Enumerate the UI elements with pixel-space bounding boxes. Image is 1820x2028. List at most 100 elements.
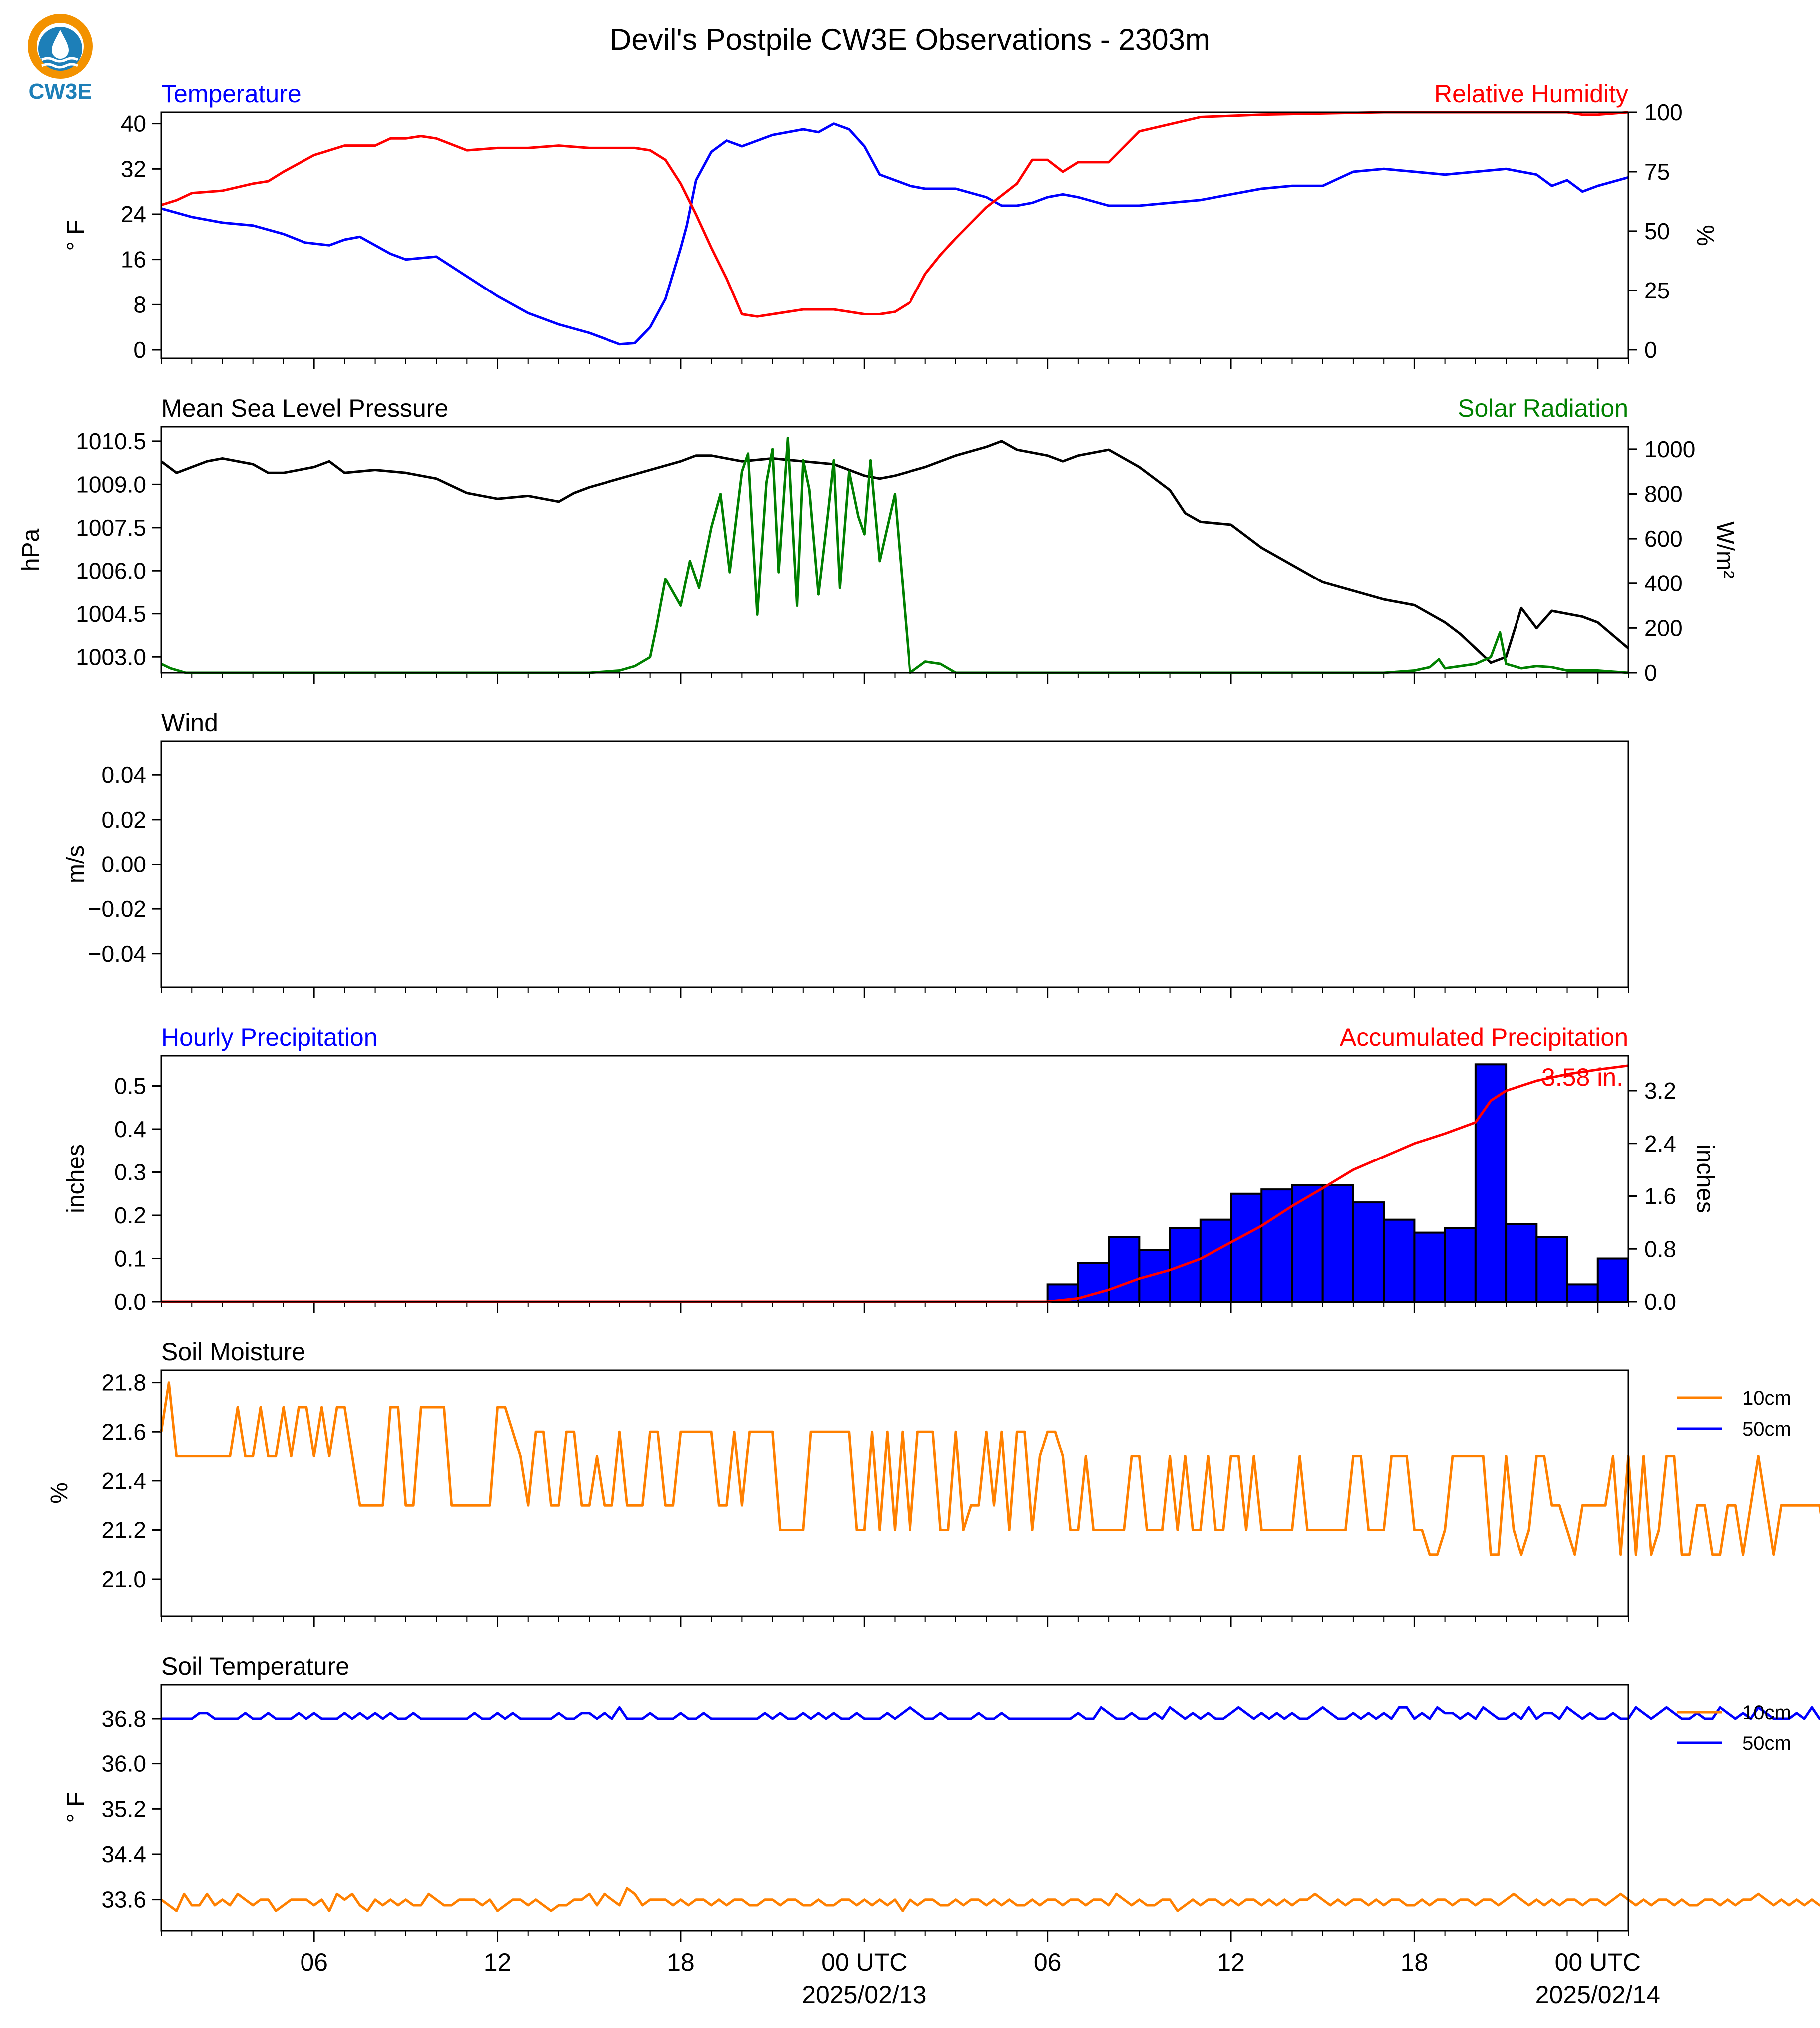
y-tick-label: 21.4 (101, 1468, 146, 1494)
cw3e-logo: CW3E (28, 14, 93, 104)
precip-bar (1566, 1283, 1599, 1303)
y-tick-label: 34.4 (101, 1841, 146, 1867)
y2-tick-label: 50 (1644, 218, 1670, 244)
panel-frame (160, 426, 1629, 674)
precip-bar (1321, 1184, 1354, 1303)
y-tick-label: 21.6 (101, 1419, 146, 1445)
y-tick-label: 0.1 (114, 1246, 146, 1272)
x-date-label: 2025/02/14 (1535, 1981, 1660, 2009)
y2-tick-label: 75 (1644, 159, 1670, 185)
y-tick-label: 21.2 (101, 1517, 146, 1543)
y2-tick-label: 0 (1644, 660, 1657, 686)
y-axis-label: hPa (18, 528, 44, 571)
panel-title-left: Hourly Precipitation (161, 1023, 378, 1051)
x-tick-label: 18 (667, 1948, 695, 1976)
y-tick-label: 32 (121, 156, 146, 182)
y2-tick-label: 800 (1644, 481, 1683, 507)
y2-axis-label: inches (1692, 1144, 1718, 1213)
panel-frame (160, 1055, 1629, 1303)
y-tick-label: 35.2 (101, 1796, 146, 1822)
panel-frame (160, 111, 1629, 359)
precip-bar (1596, 1257, 1629, 1303)
y-tick-label: 0.3 (114, 1159, 146, 1185)
y-tick-label: −0.02 (88, 896, 146, 922)
y-tick-label: 16 (121, 247, 146, 273)
y2-tick-label: 1.6 (1644, 1183, 1676, 1209)
precip-bar (1383, 1218, 1416, 1303)
y2-tick-label: 0 (1644, 337, 1657, 363)
y2-tick-label: 400 (1644, 571, 1683, 596)
panel-title-left: Mean Sea Level Pressure (161, 394, 448, 422)
y2-tick-label: 0.0 (1644, 1289, 1676, 1315)
precip-bar (1291, 1184, 1324, 1303)
x-tick-label: 00 UTC (821, 1948, 907, 1976)
y-tick-label: 1007.5 (76, 515, 146, 541)
panels: Temperature Relative Humidity081624324002… (18, 80, 1820, 2009)
y-tick-label: 21.0 (101, 1566, 146, 1592)
y-axis-label: ° F (63, 220, 89, 251)
y-tick-label: 36.8 (101, 1706, 146, 1732)
accumulated-total-label: 3.58 in. (1541, 1063, 1623, 1091)
y-tick-label: 40 (121, 111, 146, 137)
x-tick-label: 06 (300, 1948, 328, 1976)
y-tick-label: 0 (133, 337, 146, 363)
precip-bar (1108, 1236, 1141, 1303)
y-axis-label: ° F (63, 1792, 89, 1823)
y2-tick-label: 2.4 (1644, 1131, 1676, 1157)
legend-label: 50cm (1742, 1733, 1791, 1754)
precip-bar (1260, 1188, 1293, 1303)
y2-tick-label: 200 (1644, 615, 1683, 641)
y2-tick-label: 100 (1644, 99, 1683, 125)
precip-bar (1199, 1218, 1232, 1303)
precip-bar (1535, 1236, 1568, 1303)
panel-title-right: Solar Radiation (1458, 394, 1628, 422)
precip-bar (1138, 1249, 1171, 1303)
x-tick-label: 18 (1401, 1948, 1429, 1976)
precip-bar (1474, 1063, 1508, 1303)
legend-label: 10cm (1742, 1702, 1791, 1724)
y-tick-label: 1006.0 (76, 558, 146, 583)
y-tick-label: 0.2 (114, 1202, 146, 1228)
series-10cm (160, 1887, 1820, 1912)
panel-title-right: Accumulated Precipitation (1340, 1023, 1628, 1051)
y-tick-label: 0.02 (101, 807, 146, 833)
x-tick-label: 12 (1217, 1948, 1245, 1976)
panel-title-left: Soil Moisture (161, 1338, 305, 1366)
y-tick-label: 0.00 (101, 852, 146, 877)
series-mean-sea-level-pressure (160, 440, 1629, 664)
plot-area (160, 1706, 1820, 1912)
panel-soil_temp: Soil Temperature 33.6 34.4 35.2 36.0 36.8 ° F 1… (63, 1652, 1820, 1942)
panel-precip: Hourly Precipitation Accumulated Precipit… (63, 1023, 1718, 1315)
y-tick-label: 33.6 (101, 1887, 146, 1913)
x-tick-label: 06 (1034, 1948, 1062, 1976)
y-tick-label: 0.4 (114, 1116, 146, 1142)
series-relative-humidity (161, 111, 1629, 318)
precip-bar (1505, 1223, 1538, 1303)
plot-area (160, 436, 1629, 674)
y-tick-label: 0.04 (101, 762, 146, 788)
y-tick-label: 1010.5 (76, 428, 146, 454)
y-tick-label: 21.8 (101, 1370, 146, 1396)
y2-tick-label: 600 (1644, 526, 1683, 552)
y2-tick-label: 0.8 (1644, 1236, 1676, 1262)
series-solar-radiation (160, 436, 1629, 674)
y-tick-label: 0.0 (114, 1289, 146, 1315)
panel-title-right: Relative Humidity (1434, 80, 1628, 108)
series-10cm (160, 1381, 1820, 1556)
legend: 10cm 50cm (1677, 1387, 1791, 1440)
panel-frame (160, 1369, 1629, 1617)
x-tick-label: 12 (484, 1948, 512, 1976)
plot-area (161, 111, 1629, 346)
y-tick-label: 36.0 (101, 1751, 146, 1777)
y2-axis-label: W/m² (1712, 521, 1738, 579)
y-tick-label: 1004.5 (76, 601, 146, 627)
y-axis-label: inches (63, 1144, 89, 1213)
y-tick-label: 24 (121, 201, 146, 227)
panel-title-left: Temperature (161, 80, 302, 108)
panel-frame (160, 740, 1629, 988)
x-tick-label: 00 UTC (1555, 1948, 1641, 1976)
y2-tick-label: 25 (1644, 278, 1670, 303)
panel-soil_moisture: Soil Moisture 21.0 21.2 21.4 21.6 21.8% 10cm 50… (46, 1338, 1820, 1627)
y-axis-label: % (46, 1482, 73, 1504)
